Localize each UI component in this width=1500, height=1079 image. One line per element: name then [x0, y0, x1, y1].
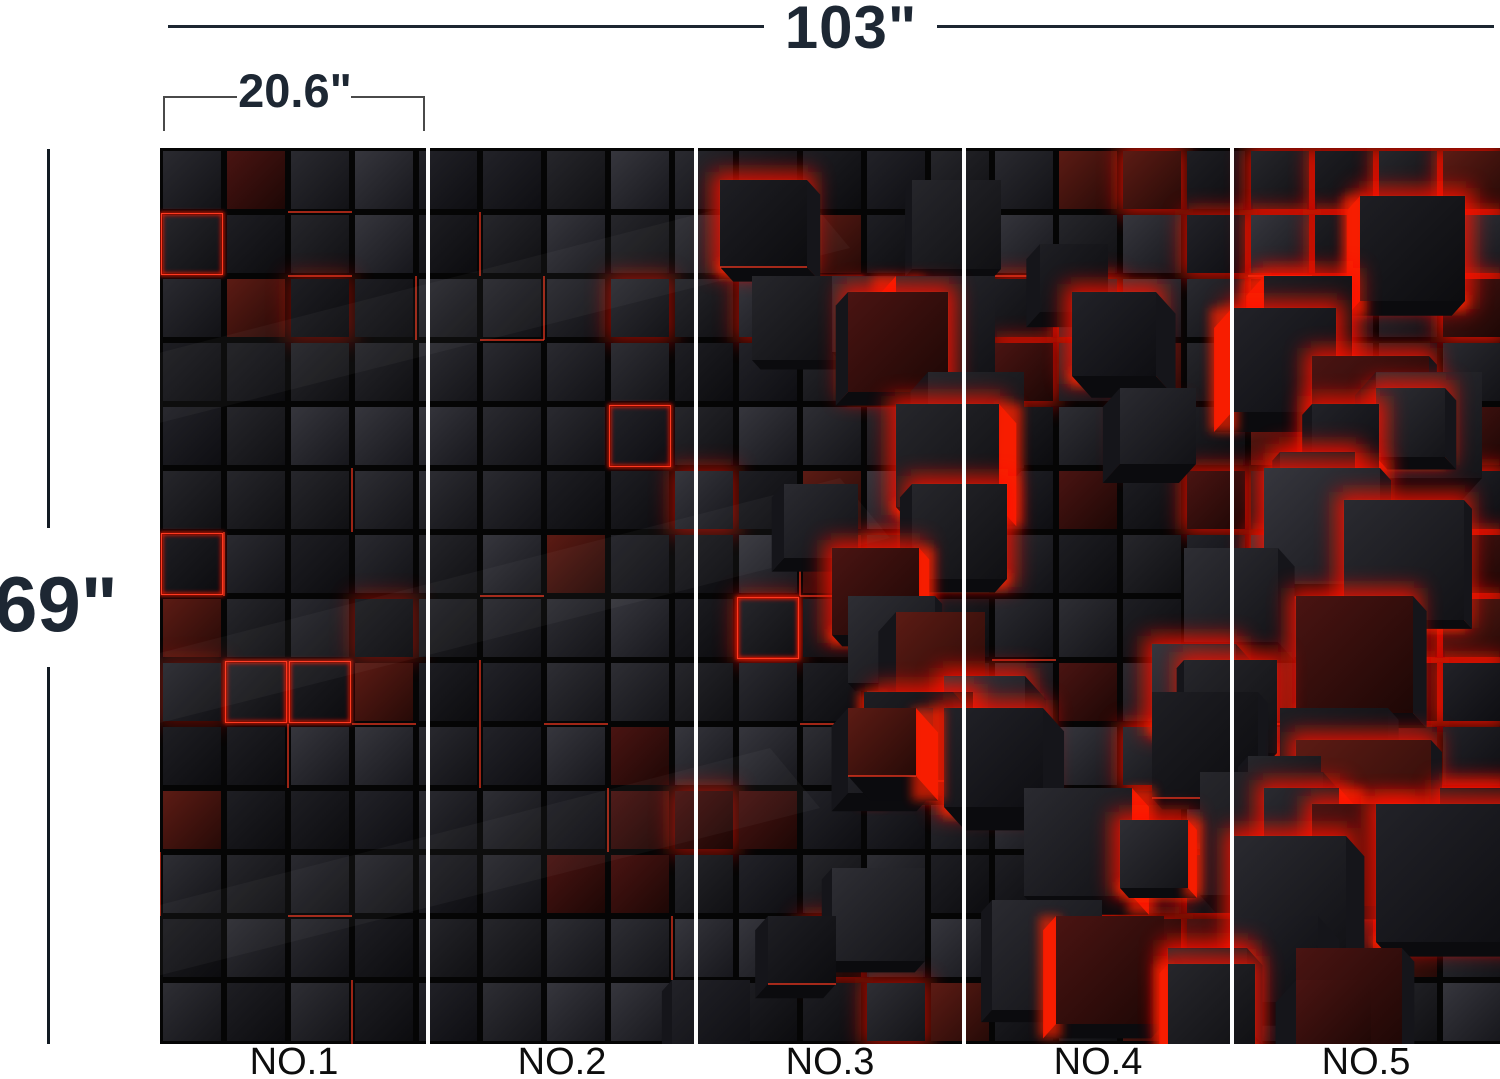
panel-width-bracket-line-right	[351, 96, 425, 98]
width-dimension-label: 103"	[784, 0, 918, 61]
panel-label-3: NO.3	[785, 1041, 875, 1079]
height-dimension-line-bottom	[47, 667, 50, 1044]
height-dimension-line-top	[47, 149, 50, 528]
panel-width-bracket-line-left	[163, 96, 237, 98]
panel-divider	[694, 148, 698, 1044]
panel-label-1: NO.1	[249, 1041, 339, 1079]
mural-artwork	[160, 148, 1500, 1044]
mural-wallpaper-image	[160, 148, 1500, 1044]
panel-label-5: NO.5	[1321, 1041, 1411, 1079]
panel-width-dimension-label: 20.6"	[238, 64, 352, 117]
panel-width-bracket-tick-right	[423, 96, 425, 131]
panel-label-2: NO.2	[517, 1041, 607, 1079]
panel-divider	[1230, 148, 1234, 1044]
panel-label-4: NO.4	[1053, 1041, 1143, 1079]
panel-divider	[426, 148, 430, 1044]
height-dimension-label: 69"	[0, 560, 118, 648]
width-dimension-line-right	[937, 25, 1494, 28]
panel-divider	[962, 148, 966, 1044]
panel-width-bracket-tick-left	[163, 96, 165, 131]
width-dimension-line-left	[168, 25, 764, 28]
protruding-cubes	[661, 172, 1500, 1044]
panel-dividers	[426, 148, 1234, 1044]
